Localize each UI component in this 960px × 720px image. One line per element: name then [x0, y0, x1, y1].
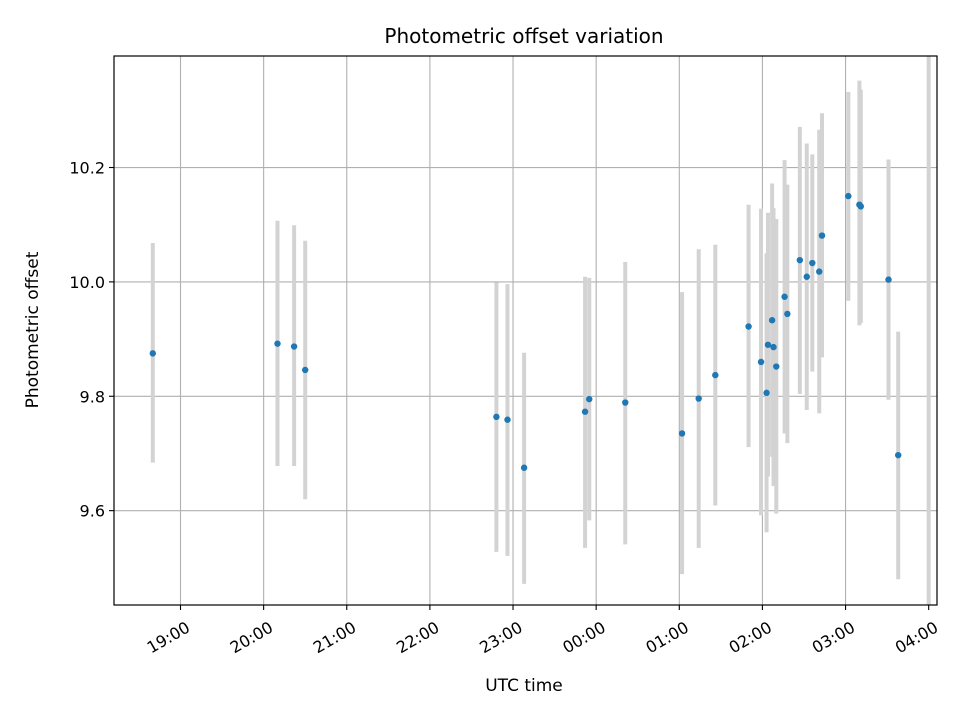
- data-point: [678, 430, 686, 437]
- data-point: [845, 192, 852, 200]
- y-tick-label: 10.0: [69, 273, 105, 292]
- data-point: [763, 389, 770, 397]
- y-axis-label: Photometric offset: [23, 251, 43, 408]
- data-point: [622, 399, 629, 406]
- data-point: [712, 371, 719, 379]
- data-points: [149, 192, 902, 471]
- plot-frame: [113, 55, 938, 606]
- data-point: [586, 395, 593, 403]
- data-point: [493, 413, 500, 421]
- x-axis-label: UTC time: [485, 676, 563, 696]
- data-point: [803, 273, 810, 280]
- chart-title: Photometric offset variation: [384, 24, 663, 48]
- data-point: [764, 341, 772, 348]
- plot-area: [113, 55, 938, 606]
- y-tick-label: 9.6: [80, 502, 105, 521]
- y-tick-label: 10.2: [69, 159, 105, 178]
- y-tick-label: 9.8: [80, 387, 105, 406]
- data-point: [770, 343, 777, 351]
- data-point: [302, 366, 309, 374]
- data-point: [520, 464, 528, 471]
- data-point: [796, 256, 804, 264]
- data-point: [885, 276, 892, 283]
- data-point: [895, 451, 902, 459]
- data-point: [816, 268, 823, 275]
- data-point: [768, 317, 776, 324]
- y-axis-ticks: 9.6 9.8 10.0 10.2: [69, 159, 114, 521]
- data-point: [695, 395, 702, 402]
- data-point: [773, 363, 780, 370]
- data-point: [784, 310, 791, 318]
- data-point: [745, 323, 752, 330]
- data-point: [757, 358, 765, 366]
- data-point: [809, 259, 816, 267]
- data-point: [857, 203, 864, 210]
- data-point: [149, 350, 156, 357]
- data-point: [581, 408, 589, 415]
- data-point: [290, 343, 298, 350]
- data-point: [818, 232, 826, 239]
- data-point: [504, 416, 511, 423]
- data-point: [781, 293, 788, 300]
- data-point: [274, 340, 281, 347]
